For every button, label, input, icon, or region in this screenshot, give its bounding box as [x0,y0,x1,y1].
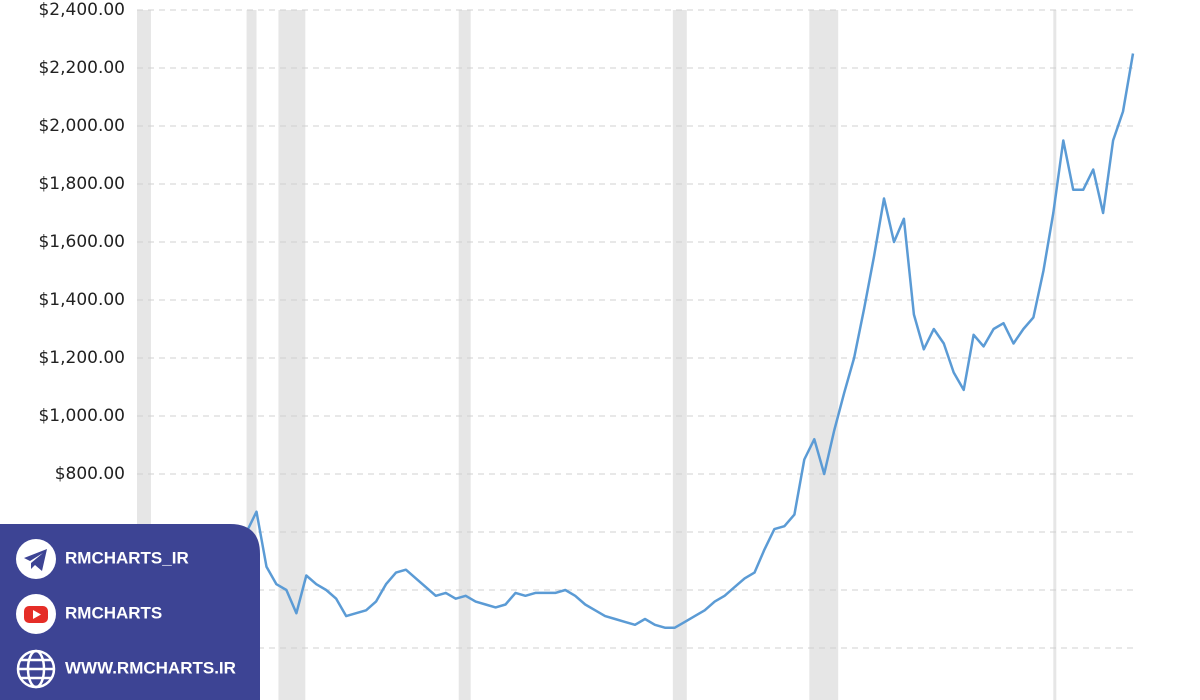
badge-label: WWW.RMCHARTS.IR [65,658,236,677]
recession-band [278,10,306,700]
y-tick-label: $1,400.00 [38,290,125,310]
badge-label: RMCHARTS [65,603,162,622]
y-tick-label: $2,400.00 [38,0,125,20]
globe-icon [16,649,56,689]
telegram-glyph [24,549,47,571]
recession-band [1053,10,1057,700]
youtube-play [33,610,41,619]
recession-band [458,10,471,700]
recession-band [246,10,257,700]
y-tick-label: $2,000.00 [38,116,125,136]
plot [136,53,1135,667]
y-tick-label: $1,000.00 [38,406,125,426]
price-line [136,53,1135,667]
y-tick-label: $1,200.00 [38,348,125,368]
y-tick-label: $800.00 [55,464,125,484]
badge-label: RMCHARTS_IR [65,548,189,567]
recession-band [809,10,839,700]
y-tick-label: $1,800.00 [38,174,125,194]
badge-panel [0,524,260,700]
y-tick-label: $2,200.00 [38,58,125,78]
recession-bands [137,10,1057,700]
badge: RMCHARTS_IR RMCHARTS WWW.RMCHARTS.IR [0,524,260,700]
y-tick-label: $1,600.00 [38,232,125,252]
recession-band [672,10,687,700]
